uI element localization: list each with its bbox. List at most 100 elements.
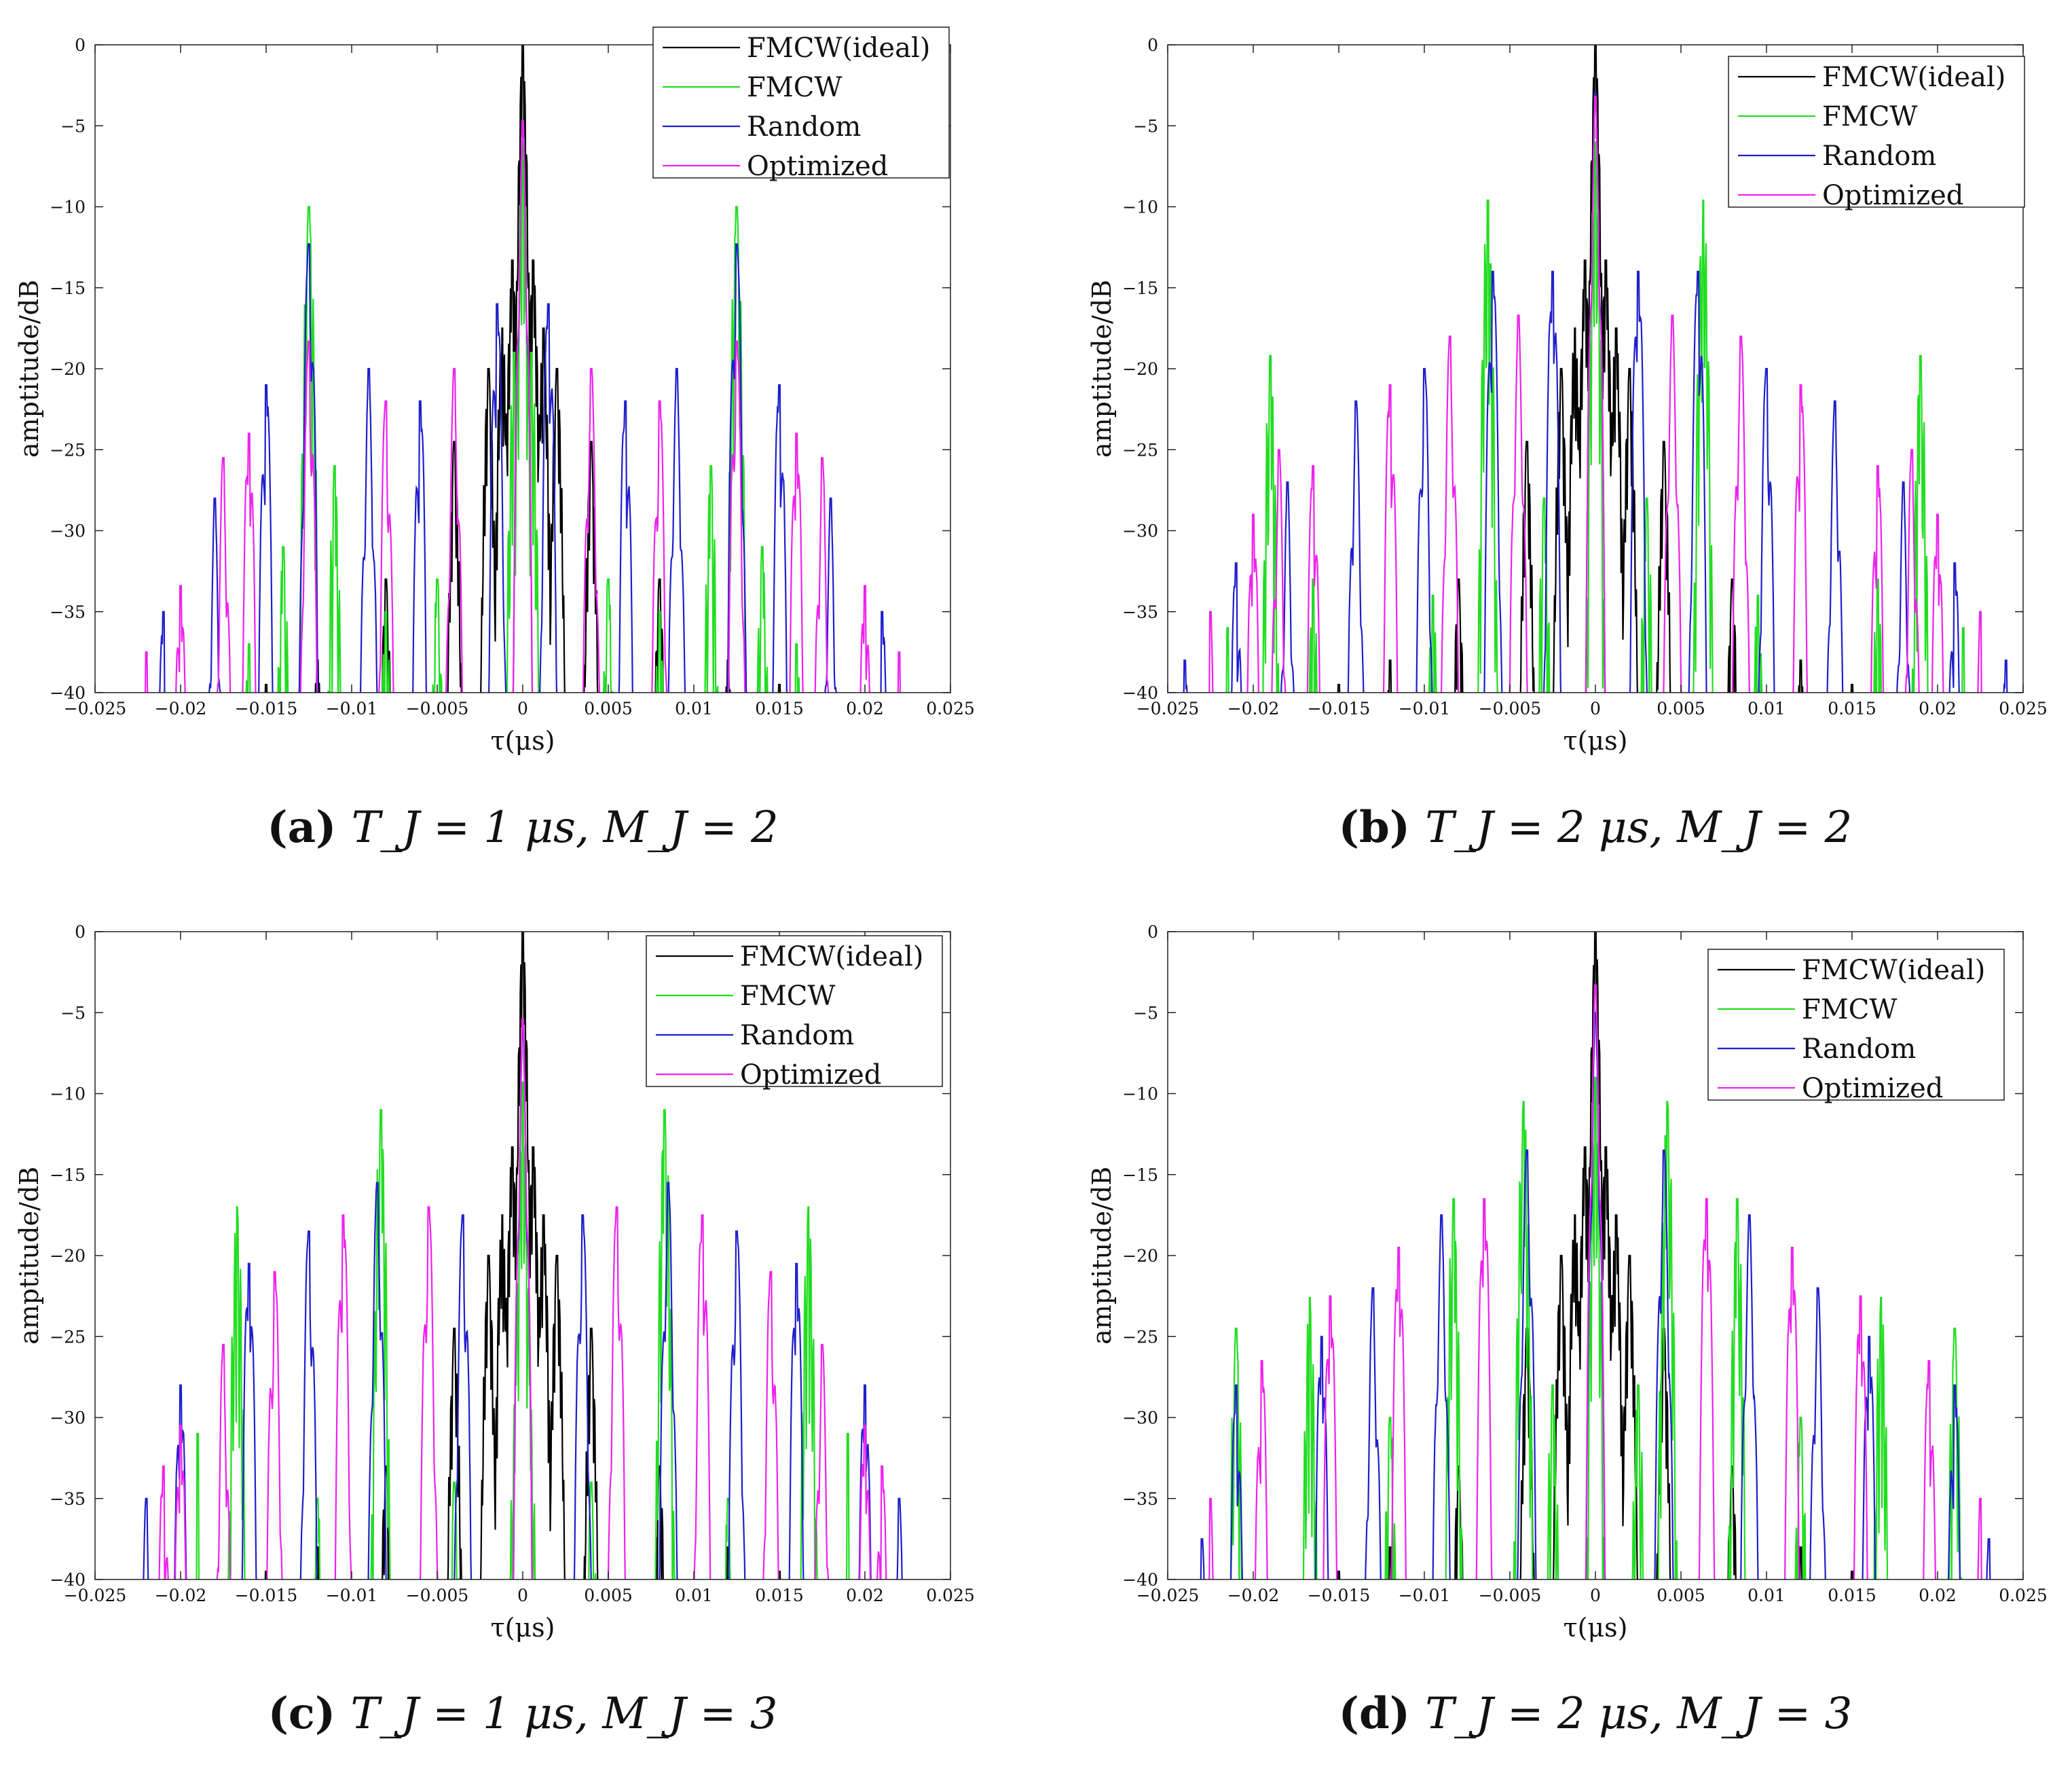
legend-box xyxy=(1728,56,2025,208)
x-tick-label: −0.005 xyxy=(1479,699,1542,718)
x-tick-label: 0.025 xyxy=(926,1586,975,1605)
legend-label: Random xyxy=(747,111,861,143)
legend-label: FMCW(ideal) xyxy=(1802,955,1985,986)
x-tick-label: −0.01 xyxy=(326,699,378,718)
x-tick-label: 0.01 xyxy=(1747,699,1786,718)
legend-label: FMCW(ideal) xyxy=(1822,62,2005,93)
x-tick-label: −0.015 xyxy=(235,1586,298,1605)
y-tick-label: −35 xyxy=(1122,602,1158,622)
legend-label: FMCW xyxy=(747,72,842,103)
panel-b: −0.025 −0.02 −0.015 −0.01 −0.005 0 0.005 0.01 0.… xyxy=(1087,35,2048,853)
caption: (c) T_J = 1 μs, M_J = 3 xyxy=(268,1688,778,1739)
x-axis-label: τ(μs) xyxy=(491,1613,555,1643)
x-tick-label: 0.015 xyxy=(1828,699,1876,718)
y-tick-label: −40 xyxy=(50,683,86,703)
x-tick-label: 0.01 xyxy=(675,699,713,718)
y-tick-label: −25 xyxy=(50,440,86,460)
x-tick-label: 0.005 xyxy=(1657,1586,1705,1605)
legend-label: Random xyxy=(740,1020,854,1051)
legend: FMCW(ideal) FMCW Random Optimized xyxy=(1707,949,2005,1104)
y-tick-label: −20 xyxy=(50,359,86,379)
legend-label: Optimized xyxy=(1802,1073,1943,1104)
caption: (a) T_J = 1 μs, M_J = 2 xyxy=(267,802,778,853)
panel-a: −0.025 −0.02 −0.015 −0.01 −0.005 0 0.005 0.01 0.… xyxy=(14,26,975,853)
x-tick-label: 0 xyxy=(1590,1586,1601,1605)
caption: (b) T_J = 2 μs, M_J = 2 xyxy=(1339,802,1853,853)
panel-d: −0.025 −0.02 −0.015 −0.01 −0.005 0 0.005 0.01 0.… xyxy=(1087,922,2048,1739)
x-tick-label: −0.025 xyxy=(64,1586,127,1605)
y-axis-label: amptitude/dB xyxy=(14,1167,44,1345)
legend-label: Optimized xyxy=(1822,180,1963,211)
series-line-fmcw xyxy=(1225,141,1965,693)
caption-text: T_J = 2 μs, M_J = 3 xyxy=(1425,1689,1852,1739)
x-tick-label: 0.02 xyxy=(1919,1586,1957,1605)
y-axis-label: amptitude/dB xyxy=(1087,1167,1117,1345)
y-tick-label: 0 xyxy=(1147,35,1158,55)
x-tick-label: −0.02 xyxy=(1227,1586,1280,1605)
x-tick-label: 0.015 xyxy=(755,1586,804,1605)
series-line-random xyxy=(1183,92,2008,693)
y-tick-label: −20 xyxy=(1122,1246,1158,1266)
legend: FMCW(ideal) FMCW Random Optimized xyxy=(1728,56,2025,211)
x-tick-label: 0.01 xyxy=(1747,1586,1786,1605)
y-tick-label: −35 xyxy=(1122,1489,1158,1509)
legend-label: FMCW xyxy=(1802,994,1897,1025)
x-tick-label: 0.025 xyxy=(1999,699,2048,718)
x-tick-label: 0 xyxy=(1590,699,1601,718)
y-tick-label: −15 xyxy=(1122,278,1158,298)
x-tick-label: −0.005 xyxy=(406,699,469,718)
caption-text: T_J = 1 μs, M_J = 3 xyxy=(350,1689,777,1739)
x-tick-label: −0.005 xyxy=(406,1586,469,1605)
y-tick-label: −5 xyxy=(1133,1003,1158,1023)
x-tick-label: −0.02 xyxy=(155,1586,207,1605)
legend-label: FMCW(ideal) xyxy=(740,941,923,972)
y-tick-label: −35 xyxy=(50,1489,86,1509)
y-tick-label: −25 xyxy=(50,1327,86,1347)
y-tick-label: −30 xyxy=(1122,1408,1158,1428)
x-tick-label: 0.02 xyxy=(1919,699,1957,718)
legend-label: Optimized xyxy=(747,151,888,182)
x-tick-label: 0.005 xyxy=(584,699,633,718)
y-tick-label: 0 xyxy=(75,922,86,942)
y-tick-label: −20 xyxy=(1122,359,1158,379)
legend: FMCW(ideal) FMCW Random Optimized xyxy=(652,26,950,182)
x-tick-label: −0.01 xyxy=(1399,699,1451,718)
y-tick-label: −40 xyxy=(50,1570,86,1590)
y-tick-label: −15 xyxy=(50,1165,86,1185)
y-tick-label: −25 xyxy=(1122,440,1158,460)
legend-box xyxy=(646,935,943,1087)
y-tick-label: −35 xyxy=(50,602,86,622)
series-line-fmcw xyxy=(1229,1076,1963,1579)
caption-label: (d) xyxy=(1339,1688,1426,1739)
x-axis-label: τ(μs) xyxy=(1564,1613,1628,1643)
series-line-random xyxy=(143,1028,903,1579)
x-tick-label: −0.025 xyxy=(1136,1586,1200,1605)
y-axis-label: amptitude/dB xyxy=(1087,280,1117,458)
x-tick-label: −0.025 xyxy=(1136,699,1200,718)
caption-label: (a) xyxy=(267,802,351,853)
y-tick-label: −15 xyxy=(1122,1165,1158,1185)
panel-c: −0.025 −0.02 −0.015 −0.01 −0.005 0 0.005 0.01 0.… xyxy=(14,922,975,1739)
x-tick-label: −0.01 xyxy=(1399,1586,1451,1605)
y-tick-label: −10 xyxy=(1122,1084,1158,1104)
series-line-optimized xyxy=(1208,96,1982,693)
y-tick-label: −30 xyxy=(50,522,86,541)
y-tick-label: −15 xyxy=(50,278,86,298)
x-tick-label: 0.015 xyxy=(1828,1586,1876,1605)
y-axis-label: amptitude/dB xyxy=(14,280,44,458)
x-axis-label: τ(μs) xyxy=(1564,726,1628,756)
x-tick-label: −0.01 xyxy=(326,1586,378,1605)
x-tick-label: −0.02 xyxy=(155,699,207,718)
y-tick-label: −20 xyxy=(50,1246,86,1266)
caption-text: T_J = 2 μs, M_J = 2 xyxy=(1425,803,1852,853)
y-tick-label: −25 xyxy=(1122,1327,1158,1347)
x-tick-label: −0.025 xyxy=(64,699,127,718)
y-tick-label: −10 xyxy=(1122,198,1158,217)
x-tick-label: 0.01 xyxy=(675,1586,713,1605)
legend-box xyxy=(652,26,950,179)
x-tick-label: 0.02 xyxy=(846,1586,884,1605)
legend-label: FMCW xyxy=(1822,101,1917,132)
legend-label: Random xyxy=(1822,141,1936,172)
y-tick-label: −10 xyxy=(50,1084,86,1104)
y-tick-label: 0 xyxy=(1147,922,1158,942)
